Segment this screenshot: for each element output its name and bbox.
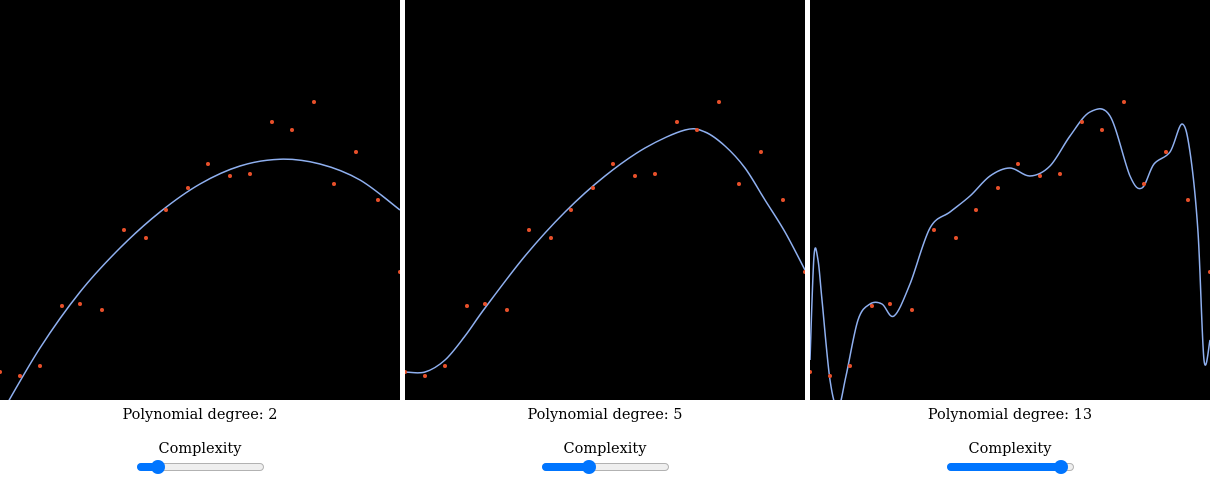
panel-degree-5: Polynomial degree: 5 Complexity <box>405 0 805 485</box>
data-point <box>100 308 104 312</box>
data-point <box>376 198 380 202</box>
data-point <box>228 174 232 178</box>
data-point <box>398 270 400 274</box>
data-point <box>1058 172 1062 176</box>
slider-thumb[interactable] <box>1054 460 1069 474</box>
data-point <box>60 304 64 308</box>
data-point <box>737 182 741 186</box>
fit-plot <box>0 0 400 400</box>
data-point <box>549 236 553 240</box>
data-point <box>465 304 469 308</box>
data-point <box>759 150 763 154</box>
slider-thumb[interactable] <box>581 460 596 474</box>
complexity-label: Complexity <box>158 441 242 457</box>
data-point <box>164 208 168 212</box>
complexity-slider[interactable] <box>947 460 1074 474</box>
complexity-slider[interactable] <box>542 460 669 474</box>
data-point <box>1122 100 1126 104</box>
data-point <box>675 120 679 124</box>
data-point <box>870 304 874 308</box>
degree-label: Polynomial degree: 13 <box>927 407 1093 423</box>
data-point <box>717 100 721 104</box>
degree-label: Polynomial degree: 5 <box>527 407 683 423</box>
data-point <box>1016 162 1020 166</box>
data-point <box>332 182 336 186</box>
data-point <box>312 100 316 104</box>
panel-degree-2: Polynomial degree: 2 Complexity <box>0 0 400 485</box>
data-point <box>910 308 914 312</box>
data-point <box>1100 128 1104 132</box>
data-point <box>653 172 657 176</box>
data-point <box>290 128 294 132</box>
data-point <box>633 174 637 178</box>
fit-plot <box>810 0 1210 400</box>
complexity-slider[interactable] <box>137 460 264 474</box>
data-point <box>248 172 252 176</box>
fit-curve <box>810 108 1210 400</box>
data-point <box>1142 182 1146 186</box>
slider-thumb[interactable] <box>150 460 165 474</box>
data-point <box>354 150 358 154</box>
data-point <box>1164 150 1168 154</box>
data-point <box>144 236 148 240</box>
data-point <box>932 228 936 232</box>
data-point <box>1186 198 1190 202</box>
data-point <box>0 370 2 374</box>
data-point <box>996 186 1000 190</box>
data-point <box>848 364 852 368</box>
data-point <box>527 228 531 232</box>
data-point <box>443 364 447 368</box>
complexity-label: Complexity <box>563 441 647 457</box>
slider-fill <box>542 463 589 471</box>
data-point <box>505 308 509 312</box>
data-point <box>888 302 892 306</box>
data-point <box>695 128 699 132</box>
data-point <box>483 302 487 306</box>
data-point <box>122 228 126 232</box>
complexity-label: Complexity <box>968 441 1052 457</box>
data-point <box>1080 120 1084 124</box>
data-point <box>1038 174 1042 178</box>
data-point <box>405 370 407 374</box>
data-point <box>810 370 812 374</box>
data-point <box>206 162 210 166</box>
data-point <box>781 198 785 202</box>
data-point <box>974 208 978 212</box>
fit-plot <box>405 0 805 400</box>
panel-degree-13: Polynomial degree: 13 Complexity <box>810 0 1210 485</box>
data-point <box>611 162 615 166</box>
degree-label: Polynomial degree: 2 <box>122 407 278 423</box>
data-point <box>423 374 427 378</box>
data-point <box>803 270 805 274</box>
data-point <box>270 120 274 124</box>
data-point <box>569 208 573 212</box>
fit-curve <box>8 158 400 400</box>
data-point <box>38 364 42 368</box>
fit-curve <box>405 128 805 374</box>
slider-fill <box>947 463 1062 471</box>
data-point <box>954 236 958 240</box>
data-point <box>186 186 190 190</box>
data-point <box>591 186 595 190</box>
data-point <box>18 374 22 378</box>
data-point <box>78 302 82 306</box>
slider-fill <box>137 463 158 471</box>
data-point <box>828 374 832 378</box>
